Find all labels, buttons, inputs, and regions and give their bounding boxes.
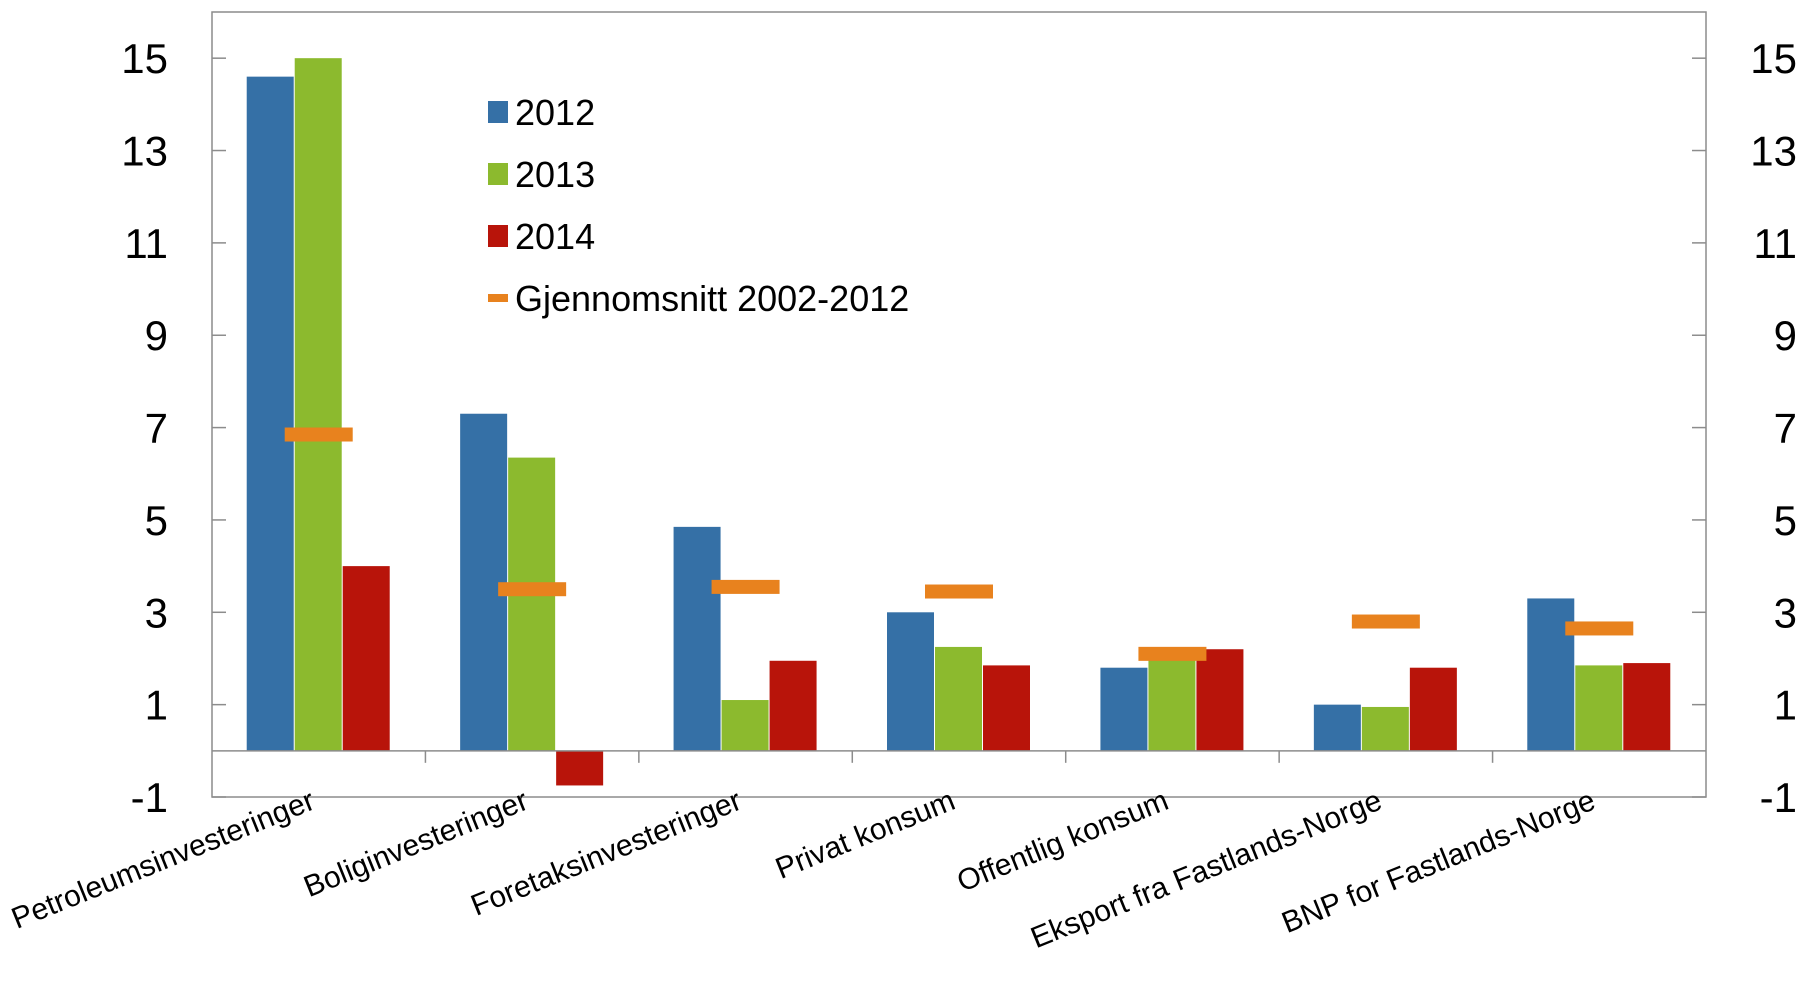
bar-2012 <box>1313 704 1361 751</box>
right-axis-tick-label: 15 <box>1750 35 1797 82</box>
bar-2014 <box>983 665 1030 751</box>
bar-2014 <box>769 660 817 751</box>
bar-2012 <box>1527 598 1575 751</box>
bar-2012 <box>673 526 721 751</box>
bar-2014 <box>1409 667 1457 751</box>
bar-2013 <box>508 457 556 751</box>
left-axis-tick-label: 13 <box>121 128 168 175</box>
plot-frame <box>211 11 1707 798</box>
right-axis-tick-label: 3 <box>1774 589 1797 636</box>
bar-2012 <box>246 76 294 751</box>
average-marker <box>284 427 353 442</box>
left-axis-tick-label: 9 <box>145 312 168 359</box>
right-axis-tick-label: 13 <box>1750 128 1797 175</box>
bar-2013 <box>1575 665 1623 751</box>
legend-swatch-2013 <box>488 163 508 185</box>
bar-2013 <box>1148 651 1196 751</box>
left-axis-tick-label: 1 <box>145 682 168 729</box>
bar-2014 <box>1623 663 1671 751</box>
bar-2013 <box>1361 706 1409 751</box>
average-marker <box>498 582 567 597</box>
average-marker <box>1351 614 1420 629</box>
left-axis-tick-label: 15 <box>121 35 168 82</box>
legend-label: 2014 <box>515 216 595 257</box>
average-marker <box>925 584 993 599</box>
bar-2014 <box>342 566 390 751</box>
right-axis-tick-label: 7 <box>1774 405 1797 452</box>
left-axis-tick-label: -1 <box>131 774 168 821</box>
left-axis-tick-label: 7 <box>145 405 168 452</box>
right-axis-tick-label: 1 <box>1774 682 1797 729</box>
bar-2013 <box>935 646 982 751</box>
left-axis-tick-label: 3 <box>145 589 168 636</box>
bar-2012 <box>887 612 934 751</box>
bar-2012 <box>1100 667 1148 751</box>
legend-label: Gjennomsnitt 2002-2012 <box>515 278 909 319</box>
legend-label: 2013 <box>515 154 595 195</box>
category-label: Eksport fra Fastlands-Norge <box>1026 784 1386 955</box>
right-axis-tick-label: -1 <box>1760 774 1797 821</box>
right-axis-tick-label: 11 <box>1753 220 1797 267</box>
left-axis-tick-label: 11 <box>124 220 168 267</box>
legend-swatch-2014 <box>488 225 508 247</box>
legend-swatch-2012 <box>488 101 508 123</box>
bar-2014 <box>556 750 604 786</box>
average-marker <box>711 579 780 594</box>
legend-swatch-average <box>488 294 508 302</box>
average-marker <box>1138 646 1207 661</box>
legend-label: 2012 <box>515 92 595 133</box>
average-marker <box>1565 621 1634 636</box>
left-axis-tick-label: 5 <box>145 497 168 544</box>
bar-2014 <box>1196 649 1244 751</box>
bar-2013 <box>721 700 769 751</box>
category-label: Privat konsum <box>771 784 960 886</box>
bar-2013 <box>294 58 342 751</box>
right-axis-tick-label: 9 <box>1774 312 1797 359</box>
right-axis-tick-label: 5 <box>1774 497 1797 544</box>
